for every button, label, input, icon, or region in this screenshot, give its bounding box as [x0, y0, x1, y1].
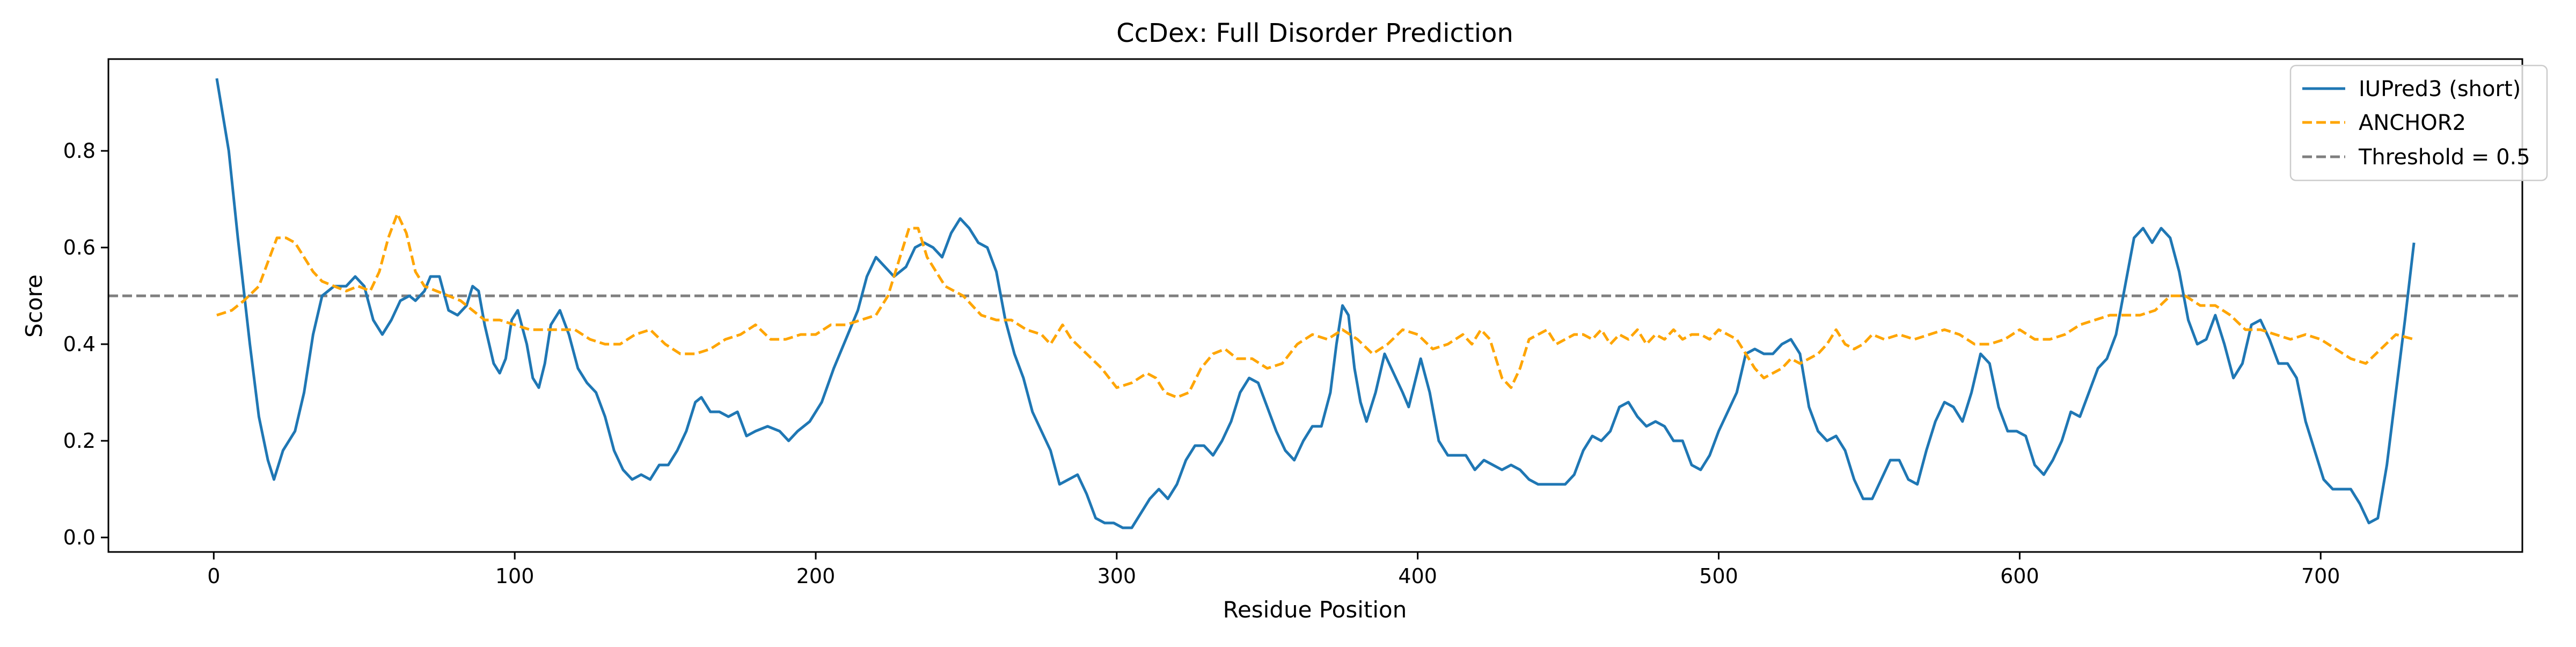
legend-label-iupred3: IUPred3 (short): [2359, 77, 2521, 101]
y-axis: 0.0 0.2 0.4 0.6 0.8: [63, 139, 108, 549]
legend-label-anchor2: ANCHOR2: [2359, 111, 2466, 135]
series-line-iupred3: [215, 78, 2416, 529]
y-tick-label: 0.4: [63, 332, 96, 356]
plot-area: [108, 78, 2522, 529]
x-tick-label: 300: [1097, 564, 1137, 588]
x-tick-label: 600: [2000, 564, 2039, 588]
legend-box: [2289, 64, 2548, 181]
y-tick-label: 0.2: [63, 429, 96, 453]
x-tick-label: 400: [1398, 564, 1437, 588]
legend: IUPred3 (short) ANCHOR2 Threshold = 0.5: [2289, 64, 2548, 181]
legend-label-threshold: Threshold = 0.5: [2358, 145, 2530, 170]
series-line-anchor2: [216, 212, 2414, 399]
y-tick-label: 0.6: [63, 236, 96, 259]
chart-title: CcDex: Full Disorder Prediction: [1116, 18, 1513, 48]
x-tick-label: 100: [495, 564, 535, 588]
x-axis: 0 100 200 300 400 500 600 700: [207, 552, 2340, 588]
plot-frame: [107, 58, 2523, 553]
y-axis-label: Score: [21, 274, 47, 338]
x-tick-label: 500: [1699, 564, 1738, 588]
x-axis-label: Residue Position: [1223, 597, 1407, 623]
x-tick-label: 0: [207, 564, 220, 588]
x-tick-label: 200: [796, 564, 836, 588]
y-tick-label: 0.0: [63, 526, 96, 549]
x-tick-label: 700: [2301, 564, 2340, 588]
y-tick-label: 0.8: [63, 139, 96, 163]
